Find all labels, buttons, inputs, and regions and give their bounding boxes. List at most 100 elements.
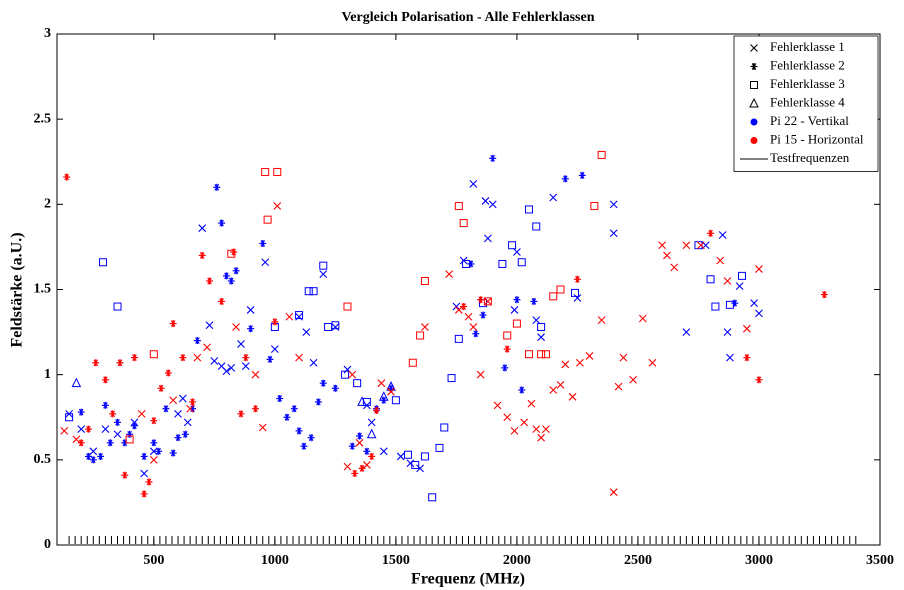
data-point [130,422,138,430]
data-point [149,455,158,464]
data-point [130,354,138,362]
data-point [198,224,207,233]
data-point [561,175,569,183]
data-point [454,306,463,314]
marker-part [483,297,492,306]
legend-box [733,35,879,172]
data-point [65,413,74,422]
data-point [261,258,270,267]
marker-part [750,81,758,89]
x-tick-label: 2000 [503,553,531,568]
data-point [549,386,558,394]
data-point [63,173,71,181]
data-point [270,345,279,354]
marker-part [408,358,417,367]
marker-part [716,256,725,265]
data-point [706,275,715,284]
marker-part [357,396,367,406]
marker-part [377,379,386,388]
data-point [373,406,381,414]
data-point [445,270,454,279]
data-point [648,358,657,367]
marker-part [510,306,519,314]
data-point [483,234,492,243]
data-point [307,434,315,442]
marker-part [210,357,219,365]
data-point [387,387,395,396]
marker-part [469,180,478,188]
marker-part [723,277,732,285]
marker-part [508,241,517,250]
marker-part [648,358,657,367]
data-point [304,287,313,296]
marker-part [217,362,226,371]
data-point [454,334,463,343]
data-point [140,490,148,498]
data-point [314,398,322,406]
data-point [542,425,550,434]
data-point [92,359,100,367]
data-point [609,200,618,209]
data-point [629,375,637,384]
marker-part [750,137,758,144]
data-point [619,353,628,362]
data-point [113,302,122,311]
marker-part [331,323,340,331]
data-point [476,370,485,379]
marker-part [186,404,195,413]
marker-part [227,363,236,372]
marker-part [498,259,507,268]
marker-part [658,241,667,250]
marker-part [428,493,437,502]
marker-part [742,324,751,333]
marker-part [149,447,158,456]
data-point [493,401,502,410]
data-point [263,215,272,224]
marker-part [379,447,388,456]
data-point [510,426,519,435]
marker-part [590,202,599,211]
marker-part [304,287,313,296]
data-point [537,350,546,359]
data-point [241,362,250,371]
data-point [517,258,526,267]
data-point [258,423,267,432]
marker-part [149,455,158,464]
data-point [481,197,490,205]
data-point [101,425,110,434]
data-point [711,302,720,311]
data-point [266,355,274,363]
data-point [396,452,405,461]
data-point [366,428,377,439]
data-point [101,401,109,409]
data-point [319,379,327,387]
marker-part [416,331,425,340]
marker-part [309,287,318,296]
data-point [452,302,461,311]
marker-part [532,222,541,231]
marker-part [541,350,550,359]
data-point [755,309,763,318]
marker-part [483,234,492,243]
data-point [510,306,519,314]
data-point [259,240,267,248]
data-point [571,288,580,297]
data-point [527,399,536,408]
data-point [179,354,187,362]
data-point [454,202,463,211]
data-point [743,354,751,362]
data-point [164,369,172,377]
legend-label: Pi 22 - Vertikal [770,113,849,128]
marker-part [174,409,182,418]
marker-part [542,425,550,434]
data-point [609,488,618,497]
marker-part [682,241,691,250]
data-point [362,397,371,406]
marker-part [573,294,582,302]
marker-part [755,309,763,318]
marker-part [237,340,245,348]
data-point [72,435,81,444]
legend-label: Fehlerklasse 2 [770,57,845,72]
legend-symbol [749,97,759,108]
data-point [309,358,318,367]
